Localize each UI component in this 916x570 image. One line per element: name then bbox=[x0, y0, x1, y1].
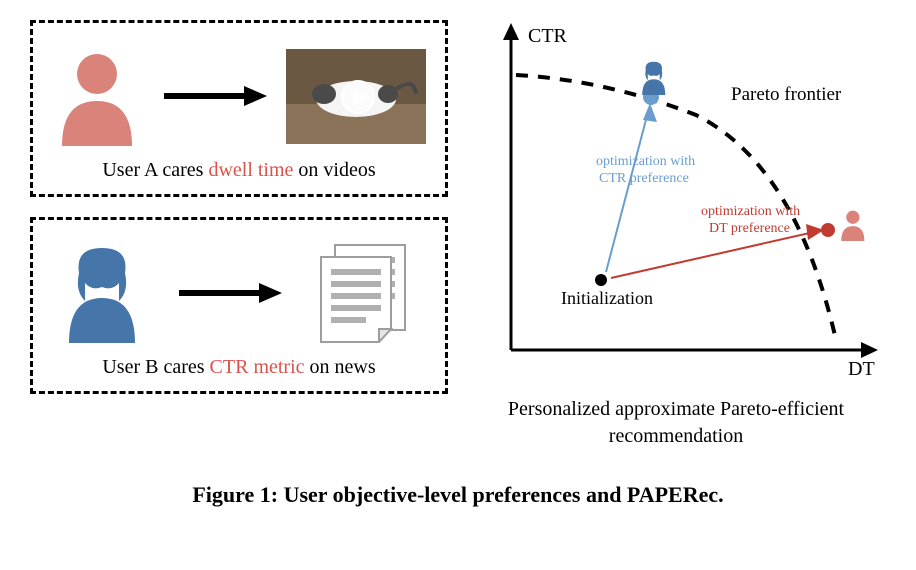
panel-b-row bbox=[49, 238, 429, 348]
right-caption: Personalized approximate Pareto-efficien… bbox=[466, 396, 886, 450]
pareto-chart: CTR DT Pareto frontier Initialization bbox=[466, 20, 886, 388]
figure-caption: Figure 1: User objective-level preferenc… bbox=[30, 482, 886, 508]
pareto-label: Pareto frontier bbox=[731, 84, 842, 105]
left-column: User A cares dwell time on videos bbox=[30, 20, 448, 450]
ctr-opt-label2: CTR preference bbox=[599, 171, 689, 186]
init-label: Initialization bbox=[561, 288, 653, 308]
arrow-icon bbox=[174, 278, 284, 308]
x-axis-label: DT bbox=[848, 358, 875, 380]
news-documents-icon bbox=[311, 243, 421, 343]
dt-opt-arrow bbox=[611, 232, 814, 278]
ctr-opt-arrow bbox=[606, 112, 648, 272]
y-axis-arrow bbox=[503, 23, 519, 40]
dt-frontier-point bbox=[821, 223, 835, 237]
panel-a-caption: User A cares dwell time on videos bbox=[49, 159, 429, 182]
arrow-icon bbox=[159, 81, 269, 111]
user-b-mini-icon bbox=[642, 62, 665, 95]
figure-body: User A cares dwell time on videos bbox=[30, 20, 886, 450]
y-axis-label: CTR bbox=[528, 25, 568, 47]
panel-a-pre: User A cares bbox=[102, 159, 208, 181]
panel-a-highlight: dwell time bbox=[208, 159, 293, 181]
ctr-opt-arrowhead bbox=[643, 103, 657, 122]
panel-b-pre: User B cares bbox=[102, 356, 209, 378]
panel-a-post: on videos bbox=[293, 159, 375, 181]
panel-user-a: User A cares dwell time on videos bbox=[30, 20, 448, 197]
dt-opt-label1: optimization with bbox=[701, 204, 800, 219]
right-column: CTR DT Pareto frontier Initialization bbox=[466, 20, 886, 450]
init-point bbox=[595, 274, 607, 286]
ctr-opt-label1: optimization with bbox=[596, 154, 695, 169]
panel-a-row bbox=[49, 41, 429, 151]
dt-opt-label2: DT preference bbox=[709, 221, 790, 236]
video-thumbnail bbox=[286, 49, 426, 144]
panel-user-b: User B cares CTR metric on news bbox=[30, 217, 448, 394]
panel-b-post: on news bbox=[305, 356, 376, 378]
user-a-icon bbox=[52, 46, 142, 146]
user-a-mini-icon bbox=[841, 211, 864, 241]
user-b-icon bbox=[57, 243, 147, 343]
panel-b-highlight: CTR metric bbox=[210, 356, 305, 378]
x-axis-arrow bbox=[861, 342, 878, 358]
panel-b-caption: User B cares CTR metric on news bbox=[49, 356, 429, 379]
